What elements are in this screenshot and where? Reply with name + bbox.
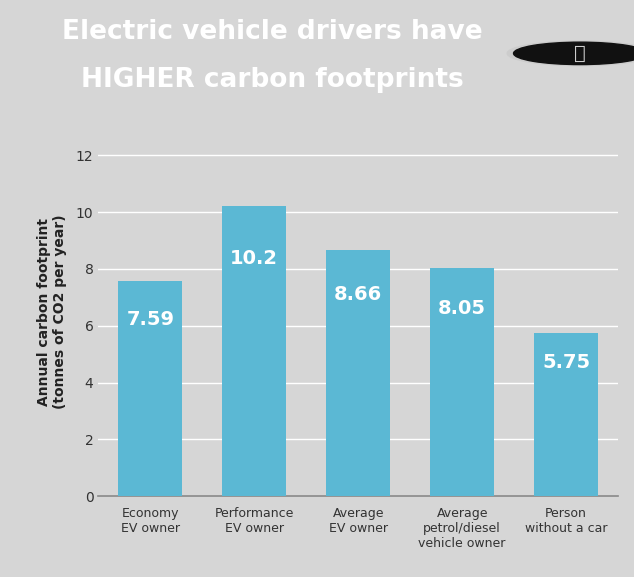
Circle shape: [507, 41, 634, 66]
Text: 👣: 👣: [574, 44, 586, 63]
Text: 8.05: 8.05: [438, 299, 486, 318]
Bar: [534, 333, 598, 496]
Bar: [326, 250, 391, 496]
Bar: [118, 280, 183, 496]
Circle shape: [514, 42, 634, 65]
Bar: [222, 207, 287, 496]
Text: 5.75: 5.75: [542, 353, 590, 372]
Text: Electric vehicle drivers have: Electric vehicle drivers have: [62, 19, 483, 45]
Y-axis label: Annual carbon footprint
(tonnes of CO2 per year): Annual carbon footprint (tonnes of CO2 p…: [37, 214, 67, 409]
Text: 8.66: 8.66: [334, 285, 382, 304]
Text: HIGHER carbon footprints: HIGHER carbon footprints: [81, 67, 464, 93]
Bar: [430, 268, 495, 496]
Text: 7.59: 7.59: [126, 310, 174, 329]
Text: 10.2: 10.2: [230, 249, 278, 268]
